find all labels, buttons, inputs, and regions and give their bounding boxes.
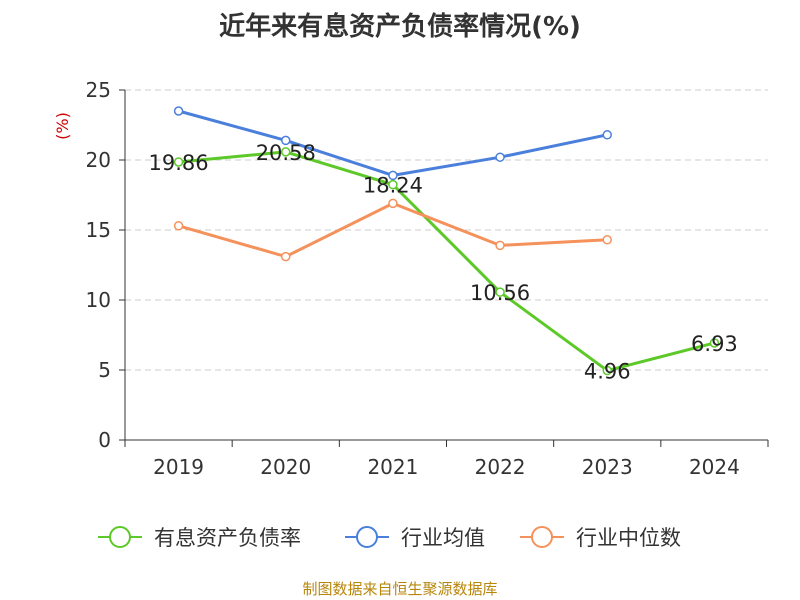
data-point — [388, 170, 398, 181]
data-label: 20.58 — [256, 141, 316, 165]
data-label: 6.93 — [691, 332, 738, 356]
y-tick-label: 0 — [98, 428, 111, 452]
y-tick-label: 20 — [86, 148, 111, 172]
data-point — [173, 157, 184, 167]
y-tick-label: 15 — [86, 218, 111, 242]
data-point — [495, 152, 505, 162]
y-tick-label: 25 — [86, 78, 111, 102]
legend-marker — [531, 526, 553, 548]
data-point — [495, 287, 505, 297]
y-axis-label: (%) — [53, 112, 72, 140]
data-label: 4.96 — [584, 360, 631, 384]
data-point — [173, 221, 184, 231]
data-point — [281, 147, 291, 157]
data-point — [602, 130, 612, 140]
data-label: 19.86 — [149, 151, 209, 175]
y-tick-label: 10 — [86, 288, 111, 312]
legend-label: 行业中位数 — [576, 526, 681, 550]
chart-title: 近年来有息资产负债率情况(%) — [219, 12, 581, 42]
legend-marker — [356, 526, 378, 548]
legend-marker — [109, 526, 131, 548]
legend-label: 行业均值 — [401, 526, 485, 550]
x-tick-label: 2023 — [582, 455, 633, 479]
data-label: 18.24 — [363, 174, 423, 198]
x-tick-label: 2019 — [153, 455, 204, 479]
data-point — [709, 338, 720, 348]
data-point — [173, 106, 184, 116]
legend-label: 有息资产负债率 — [154, 526, 301, 550]
series-line — [178, 109, 608, 177]
x-tick-label: 2021 — [367, 455, 418, 479]
data-point — [495, 240, 505, 251]
data-label: 10.56 — [470, 281, 530, 305]
data-point — [388, 179, 398, 190]
series-line — [178, 201, 608, 259]
x-tick-label: 2020 — [260, 455, 311, 479]
data-point — [281, 251, 291, 262]
source-note: 制图数据来自恒生聚源数据库 — [302, 580, 498, 598]
data-point — [602, 235, 612, 245]
data-point — [281, 135, 291, 146]
data-point — [388, 198, 398, 209]
y-tick-label: 5 — [98, 358, 111, 382]
data-point — [602, 365, 612, 376]
x-tick-label: 2024 — [689, 455, 740, 479]
series-line — [178, 150, 715, 373]
x-tick-label: 2022 — [475, 455, 526, 479]
